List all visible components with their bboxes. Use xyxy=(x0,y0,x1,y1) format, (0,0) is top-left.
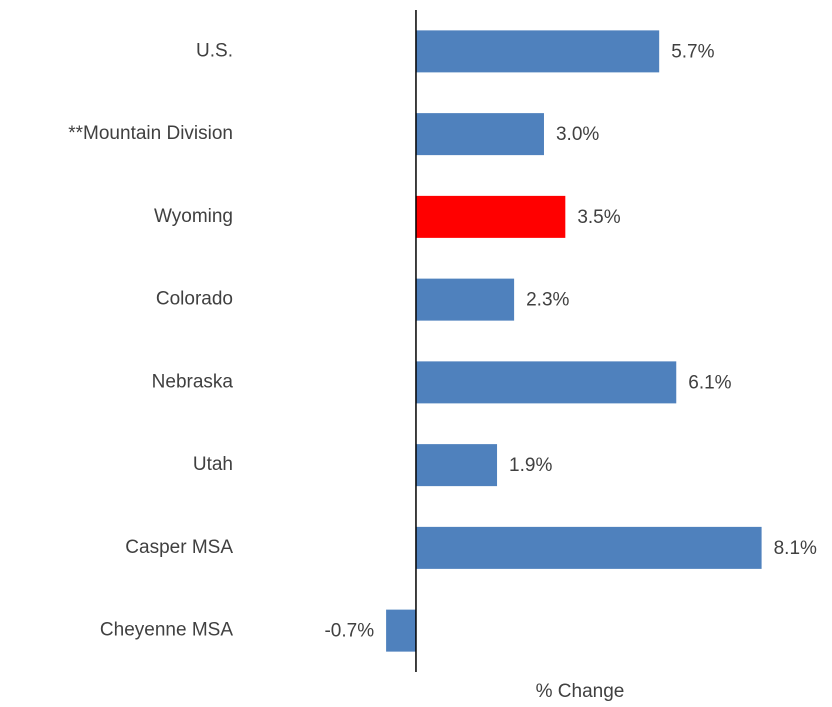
bar xyxy=(386,609,416,652)
value-label: 1.9% xyxy=(509,455,552,476)
value-label: 6.1% xyxy=(688,372,731,393)
y-tick-label: Casper MSA xyxy=(125,537,233,558)
bar xyxy=(415,278,515,321)
y-tick-label: Nebraska xyxy=(152,371,234,392)
value-label: 3.5% xyxy=(577,207,620,228)
bar xyxy=(415,195,566,238)
bar xyxy=(415,444,498,487)
bar xyxy=(415,361,677,404)
value-label: 3.0% xyxy=(556,124,599,145)
y-tick-label: **Mountain Division xyxy=(68,123,233,144)
value-label: 5.7% xyxy=(671,41,714,62)
x-axis-title: % Change xyxy=(536,681,625,702)
bar xyxy=(415,30,660,73)
y-tick-label: U.S. xyxy=(196,40,233,61)
bar xyxy=(415,113,544,156)
y-tick-label: Cheyenne MSA xyxy=(100,620,233,641)
y-tick-label: Colorado xyxy=(156,289,233,310)
bar xyxy=(415,526,762,569)
y-tick-label: Utah xyxy=(193,454,233,475)
value-label: 2.3% xyxy=(526,290,569,311)
value-label: 8.1% xyxy=(774,538,817,559)
y-tick-label: Wyoming xyxy=(154,206,233,227)
value-label: -0.7% xyxy=(324,621,374,642)
